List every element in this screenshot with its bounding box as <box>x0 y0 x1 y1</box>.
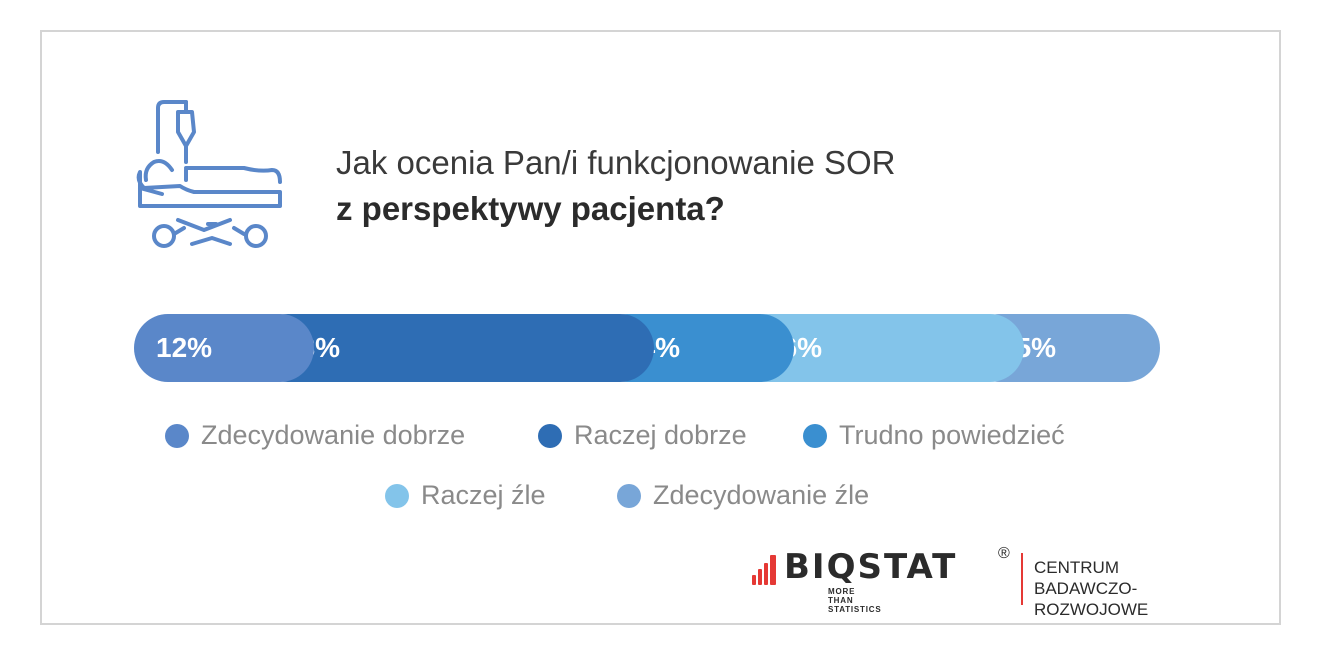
segment-label: 12% <box>156 332 213 363</box>
title-line-1: Jak ocenia Pan/i funkcjonowanie SOR <box>336 144 896 181</box>
chart-frame <box>40 30 1281 625</box>
legend-label: Trudno powiedzieć <box>839 420 1065 450</box>
legend-dot-icon <box>165 423 189 448</box>
registered-mark: ® <box>998 545 1010 562</box>
segment-zdecydowanie-dobrze: 12% <box>134 314 314 382</box>
hospital-bed-icon <box>136 100 282 248</box>
legend-label: Zdecydowanie dobrze <box>201 420 466 450</box>
segment-raczej-dobrze: 33% <box>254 314 654 382</box>
logo-divider <box>1021 553 1023 605</box>
org-line-2: BADAWCZO-ROZWOJOWE <box>1034 579 1149 619</box>
legend-dot-icon <box>803 423 827 448</box>
legend-item: Zdecydowanie źle <box>617 480 869 511</box>
chart-title: Jak ocenia Pan/i funkcjonowanie SOR z pe… <box>336 140 896 232</box>
legend-label: Raczej dobrze <box>574 420 747 450</box>
legend-dot-icon <box>538 423 562 448</box>
legend-item: Trudno powiedzieć <box>803 420 1065 451</box>
legend-item: Raczej źle <box>385 480 546 511</box>
org-name: CENTRUM BADAWCZO-ROZWOJOWE <box>1034 557 1148 620</box>
legend-label: Zdecydowanie źle <box>653 480 870 510</box>
bar-chart-icon <box>752 555 778 585</box>
title-line-2: z perspektywy pacjenta? <box>336 190 725 227</box>
legend-item: Raczej dobrze <box>538 420 747 451</box>
brand-mark: BIQSTAT <box>752 549 957 585</box>
org-line-1: CENTRUM <box>1034 558 1119 577</box>
brand-tagline: MORE THAN STATISTICS <box>828 587 882 614</box>
brand-name: BIQSTAT <box>784 547 958 587</box>
legend-dot-icon <box>617 483 641 508</box>
legend-dot-icon <box>385 483 409 508</box>
legend-item: Zdecydowanie dobrze <box>165 420 465 451</box>
legend-label: Raczej źle <box>421 480 546 510</box>
stacked-bar: 15% 26% 14% 33% 12% <box>134 314 1160 382</box>
